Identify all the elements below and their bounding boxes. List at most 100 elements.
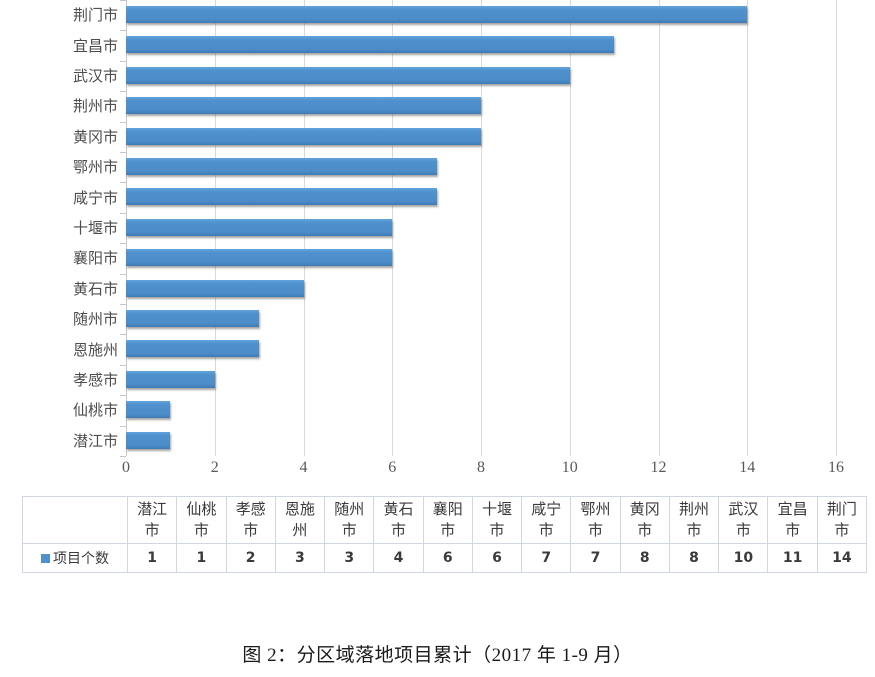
table-header-text-line2: 市: [785, 521, 801, 539]
bar-chart-figure: 荆门市 宜昌市 武汉市 荆州市 黄冈市 鄂州市 咸宁市 十堰市 襄阳市 黄石市 随州市 恩施州 孝感市仙…: [72, 0, 844, 483]
table-header-cell: 恩施州: [274, 496, 326, 544]
table-header-text-line2: 市: [686, 521, 702, 539]
y-axis-category-label: 鄂州市: [72, 158, 118, 177]
table-header-row: 潜江市仙桃市孝感市恩施州随州市黄石市襄阳市十堰市咸宁市鄂州市黄冈市荆州市武汉市宜…: [22, 496, 867, 544]
table-value-cell: 2: [225, 543, 276, 573]
table-header-cell: 十堰市: [471, 496, 523, 544]
y-axis-tick: [120, 365, 126, 366]
table-header-text-line2: 市: [489, 521, 505, 539]
gridline-12: [658, 0, 660, 456]
x-tick-label-4: 4: [299, 459, 308, 476]
bar: [126, 340, 260, 358]
table-header-cell: 仙桃市: [176, 496, 227, 544]
bar-row: [126, 213, 836, 243]
bar: [126, 127, 481, 145]
table-value-cell: 3: [324, 543, 375, 573]
table-header-text-line2: 市: [834, 521, 850, 539]
table-header-cell: 黄石市: [373, 496, 424, 544]
table-header-text-line1: 潜江: [137, 500, 168, 518]
y-axis-category-label: 黄石市: [72, 279, 118, 298]
table-header-text-line2: 市: [193, 521, 209, 539]
y-axis-tick: [120, 243, 126, 244]
bar-series-项目个数: [126, 0, 836, 456]
bar-row: [126, 274, 836, 304]
table-header-text-line2: 市: [637, 521, 653, 539]
x-tick-label-6: 6: [388, 459, 397, 476]
table-value-cell: 10: [718, 543, 769, 573]
bar: [126, 310, 260, 327]
y-axis-tick: [120, 395, 126, 396]
y-axis-category-label: 黄冈市: [72, 127, 118, 146]
bar-row: [126, 365, 836, 395]
bar: [126, 401, 171, 419]
table-header-text-line1: 恩施: [284, 500, 315, 518]
table-header-cell: 咸宁市: [521, 496, 572, 544]
y-axis-category-label: 咸宁市: [72, 188, 118, 207]
bar-row: [126, 426, 836, 456]
bar-row: [126, 304, 836, 334]
chart-data-table: 潜江市仙桃市孝感市恩施州随州市黄石市襄阳市十堰市咸宁市鄂州市黄冈市荆州市武汉市宜…: [22, 496, 867, 573]
table-value-cell: 8: [619, 543, 670, 573]
y-axis-tick: [120, 61, 126, 62]
table-header-cell: 孝感市: [225, 496, 276, 544]
bar: [126, 218, 393, 236]
y-axis-tick: [120, 304, 126, 305]
bar: [126, 66, 570, 84]
table-header-text-line1: 荆门: [826, 500, 857, 518]
bar: [126, 279, 304, 297]
table-header-text-line1: 黄石: [383, 500, 414, 518]
table-header-text-line1: 随州: [334, 500, 365, 518]
bar: [126, 36, 615, 54]
table-value-cell: 3: [274, 543, 326, 573]
legend-entry-cell: 项目个数: [22, 543, 128, 573]
table-header-text-line2: 市: [341, 521, 357, 539]
table-header-cell: 宜昌市: [767, 496, 818, 544]
table-header-text-line1: 黄冈: [629, 500, 660, 518]
x-axis-tick-labels: 0 2 4 6 8 10 12 14 16: [122, 459, 844, 483]
bar: [126, 370, 215, 388]
table-header-text-line2: 市: [144, 521, 160, 539]
y-axis-tick: [120, 30, 126, 31]
bar-row: [126, 91, 836, 121]
table-header-text-line2: 市: [538, 521, 554, 539]
table-header-cell: 襄阳市: [422, 496, 473, 544]
gridline-10: [569, 0, 571, 456]
table-value-cell: 11: [767, 543, 818, 573]
table-header-text-line2: 市: [390, 521, 406, 539]
x-tick-label-8: 8: [477, 459, 485, 476]
gridline-14: [747, 0, 749, 456]
table-header-text-line1: 鄂州: [580, 500, 611, 518]
y-axis-tick: [120, 122, 126, 123]
y-axis-category-label: 荆州市: [72, 97, 118, 116]
y-axis-category-label: 襄阳市: [72, 249, 118, 268]
table-header-cell: 潜江市: [126, 496, 178, 544]
table-header-cell: 荆州市: [668, 496, 720, 544]
bar: [126, 97, 481, 115]
y-axis-tick: [120, 182, 126, 183]
bar-row: [126, 0, 836, 30]
table-value-cell: 1: [176, 543, 227, 573]
table-header-text-line1: 襄阳: [432, 500, 463, 518]
table-header-text-line2: 市: [440, 521, 456, 539]
table-header-text-line1: 仙桃: [186, 500, 217, 518]
table-header-text-line1: 武汉: [728, 500, 759, 518]
table-value-cell: 14: [816, 543, 867, 573]
table-value-cell: 6: [471, 543, 523, 573]
table-value-cell: 8: [668, 543, 720, 573]
y-axis-tick: [120, 456, 126, 457]
table-header-text-line2: 州: [292, 521, 308, 539]
table-header-text-line1: 咸宁: [531, 500, 562, 518]
y-axis-category-label: 宜昌市: [72, 36, 118, 55]
y-axis-tick: [120, 152, 126, 153]
y-axis-category-label: 恩施州: [72, 340, 118, 359]
x-tick-label-0: 0: [122, 459, 130, 476]
bar-row: [126, 152, 836, 182]
y-axis-tick: [120, 334, 126, 335]
table-value-cell: 4: [373, 543, 424, 573]
table-header-text-line1: 孝感: [235, 500, 266, 518]
bar-row: [126, 122, 836, 152]
table-header-cell: 随州市: [324, 496, 375, 544]
y-axis-tick: [120, 213, 126, 214]
y-axis-category-label: 武汉市: [72, 67, 118, 85]
table-value-cell: 7: [521, 543, 572, 573]
